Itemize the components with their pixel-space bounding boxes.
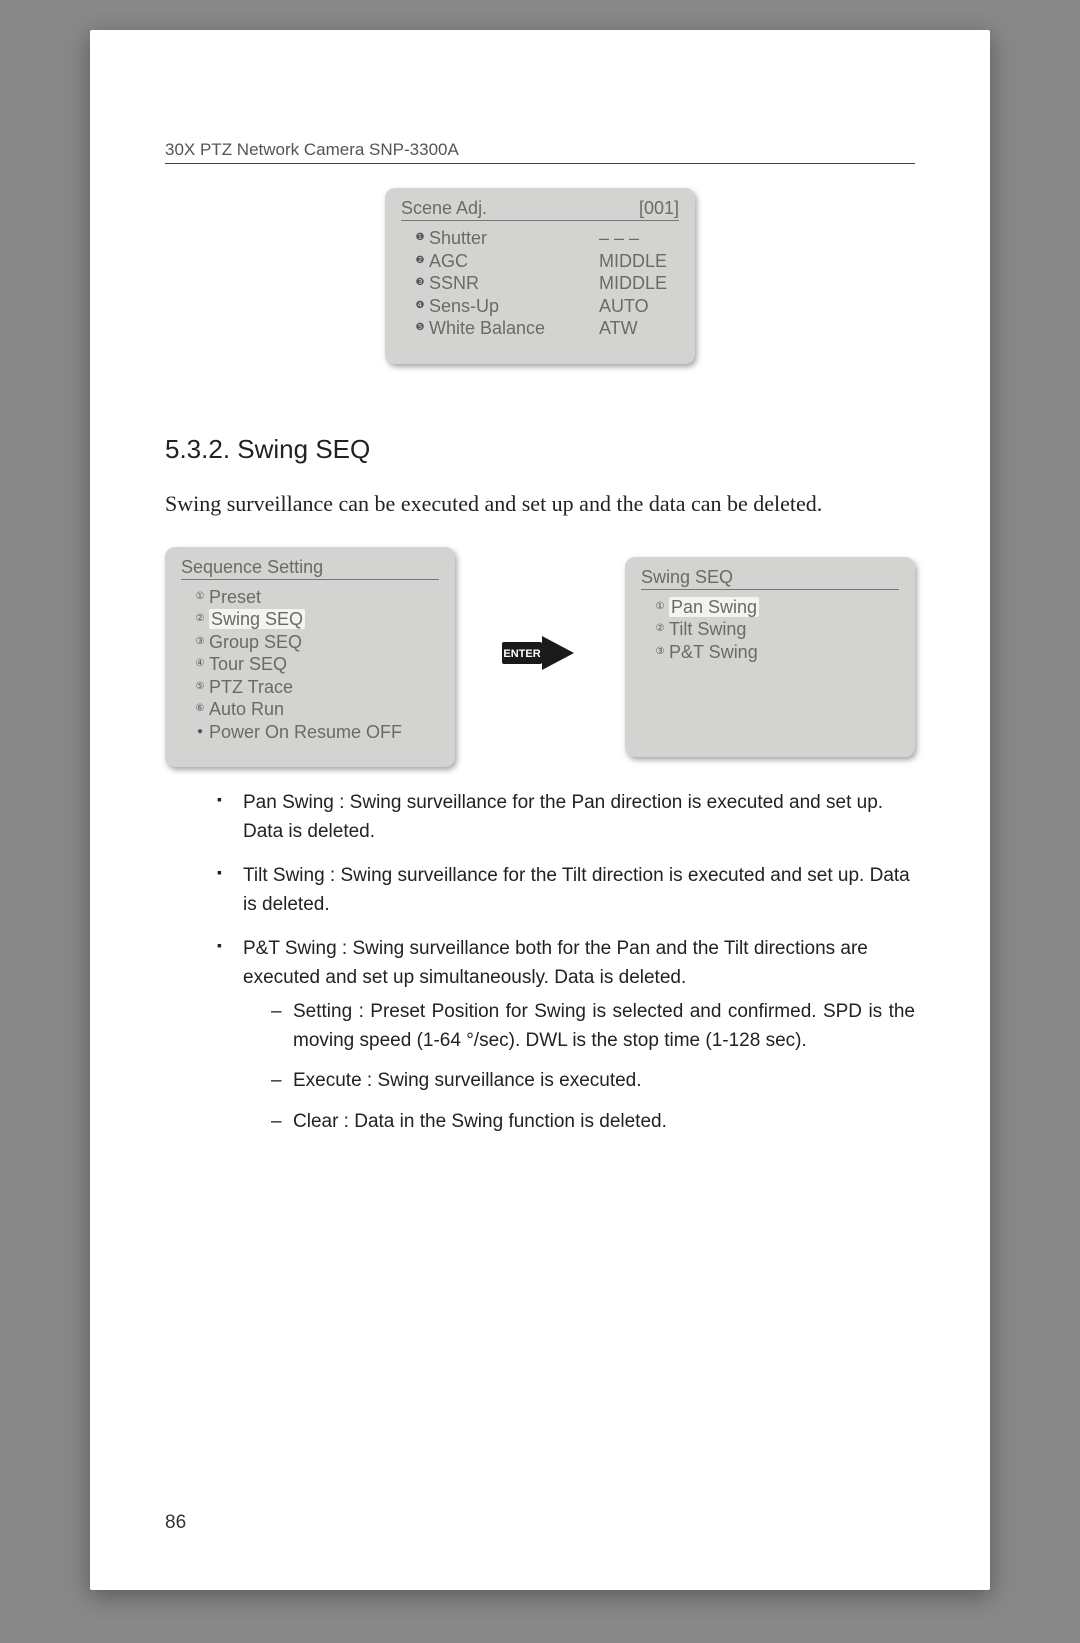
seq-row-label: Tour SEQ — [209, 653, 439, 676]
swing-row: ① Pan Swing — [651, 596, 899, 619]
list-item: P&T Swing : Swing surveillance both for … — [217, 935, 915, 1136]
seq-row: ① Preset — [191, 586, 439, 609]
swing-body: ① Pan Swing ② Tilt Swing ③ P&T Swing — [641, 596, 899, 664]
swing-row: ② Tilt Swing — [651, 618, 899, 641]
bullet-icon: ⑤ — [191, 676, 209, 699]
sub-list: Setting : Preset Position for Swing is s… — [243, 998, 915, 1136]
seq-row-label: Auto Run — [209, 698, 439, 721]
arrow-icon: ENTER — [502, 634, 578, 680]
sequence-title-row: Sequence Setting — [181, 557, 439, 580]
scene-row-value: – – – — [599, 227, 679, 250]
seq-row: ⑤ PTZ Trace — [191, 676, 439, 699]
sequence-title: Sequence Setting — [181, 557, 439, 578]
scene-row: ❹ Sens-Up AUTO — [411, 295, 679, 318]
seq-row: ● Power On Resume OFF — [191, 721, 439, 744]
bullet-icon: ❸ — [411, 272, 429, 295]
bullet-icon: ③ — [651, 641, 669, 664]
scene-adj-number: [001] — [639, 198, 679, 219]
scene-adj-wrapper: Scene Adj. [001] ❶ Shutter – – – ❷ AGC M… — [165, 188, 915, 364]
section-heading: 5.3.2. Swing SEQ — [165, 434, 915, 465]
scene-row-label: Sens-Up — [429, 295, 599, 318]
swing-row-label: P&T Swing — [669, 641, 899, 664]
swing-seq-panel: Swing SEQ ① Pan Swing ② Tilt Swing ③ P&T… — [625, 557, 915, 757]
seq-row-label: PTZ Trace — [209, 676, 439, 699]
bullet-icon: ❺ — [411, 317, 429, 340]
scene-row: ❸ SSNR MIDDLE — [411, 272, 679, 295]
list-item: Pan Swing : Swing surveillance for the P… — [217, 789, 915, 846]
description-list: Pan Swing : Swing surveillance for the P… — [165, 789, 915, 1136]
scene-row-value: MIDDLE — [599, 250, 679, 273]
scene-row-label: White Balance — [429, 317, 599, 340]
bullet-icon: ③ — [191, 631, 209, 654]
scene-row: ❶ Shutter – – – — [411, 227, 679, 250]
scene-row: ❺ White Balance ATW — [411, 317, 679, 340]
scene-adj-panel: Scene Adj. [001] ❶ Shutter – – – ❷ AGC M… — [385, 188, 695, 364]
scene-adj-body: ❶ Shutter – – – ❷ AGC MIDDLE ❸ SSNR MIDD… — [401, 227, 679, 340]
seq-row-label: Swing SEQ — [209, 608, 439, 631]
seq-row-label: Power On Resume OFF — [209, 721, 439, 744]
scene-row-value: MIDDLE — [599, 272, 679, 295]
seq-row-label: Preset — [209, 586, 439, 609]
panel-row: Sequence Setting ① Preset ② Swing SEQ ③ … — [165, 547, 915, 768]
bullet-icon: ① — [651, 596, 669, 619]
bullet-icon: ❹ — [411, 295, 429, 318]
bullet-icon: ❶ — [411, 227, 429, 250]
scene-adj-title-row: Scene Adj. [001] — [401, 198, 679, 221]
sub-list-item: Setting : Preset Position for Swing is s… — [271, 998, 915, 1055]
swing-row-label: Pan Swing — [669, 596, 899, 619]
swing-title: Swing SEQ — [641, 567, 899, 588]
swing-selected: Pan Swing — [669, 597, 759, 617]
bullet-icon: ④ — [191, 653, 209, 676]
seq-row: ⑥ Auto Run — [191, 698, 439, 721]
list-item: Tilt Swing : Swing surveillance for the … — [217, 862, 915, 919]
sequence-setting-panel: Sequence Setting ① Preset ② Swing SEQ ③ … — [165, 547, 455, 768]
enter-arrow: ENTER — [502, 634, 578, 680]
list-item-text: P&T Swing : Swing surveillance both for … — [243, 938, 868, 988]
seq-row: ③ Group SEQ — [191, 631, 439, 654]
seq-row: ② Swing SEQ — [191, 608, 439, 631]
enter-label: ENTER — [503, 648, 540, 660]
scene-row-label: Shutter — [429, 227, 599, 250]
bullet-icon: ⑥ — [191, 698, 209, 721]
swing-row: ③ P&T Swing — [651, 641, 899, 664]
seq-row: ④ Tour SEQ — [191, 653, 439, 676]
bullet-icon: ❷ — [411, 250, 429, 273]
sequence-body: ① Preset ② Swing SEQ ③ Group SEQ ④ Tour … — [181, 586, 439, 744]
seq-row-label: Group SEQ — [209, 631, 439, 654]
sub-list-item: Execute : Swing surveillance is executed… — [271, 1067, 915, 1096]
scene-row: ❷ AGC MIDDLE — [411, 250, 679, 273]
scene-adj-title: Scene Adj. — [401, 198, 487, 219]
document-page: 30X PTZ Network Camera SNP-3300A Scene A… — [90, 30, 990, 1590]
seq-selected: Swing SEQ — [209, 609, 305, 629]
scene-row-value: ATW — [599, 317, 679, 340]
swing-row-label: Tilt Swing — [669, 618, 899, 641]
scene-row-value: AUTO — [599, 295, 679, 318]
swing-title-row: Swing SEQ — [641, 567, 899, 590]
page-number: 86 — [165, 1512, 186, 1534]
bullet-icon: ① — [191, 586, 209, 609]
scene-row-label: AGC — [429, 250, 599, 273]
sub-list-item: Clear : Data in the Swing function is de… — [271, 1108, 915, 1137]
scene-row-label: SSNR — [429, 272, 599, 295]
bullet-icon: ● — [191, 721, 209, 744]
page-header: 30X PTZ Network Camera SNP-3300A — [165, 140, 915, 164]
bullet-icon: ② — [191, 608, 209, 631]
section-intro: Swing surveillance can be executed and s… — [165, 487, 915, 521]
bullet-icon: ② — [651, 618, 669, 641]
